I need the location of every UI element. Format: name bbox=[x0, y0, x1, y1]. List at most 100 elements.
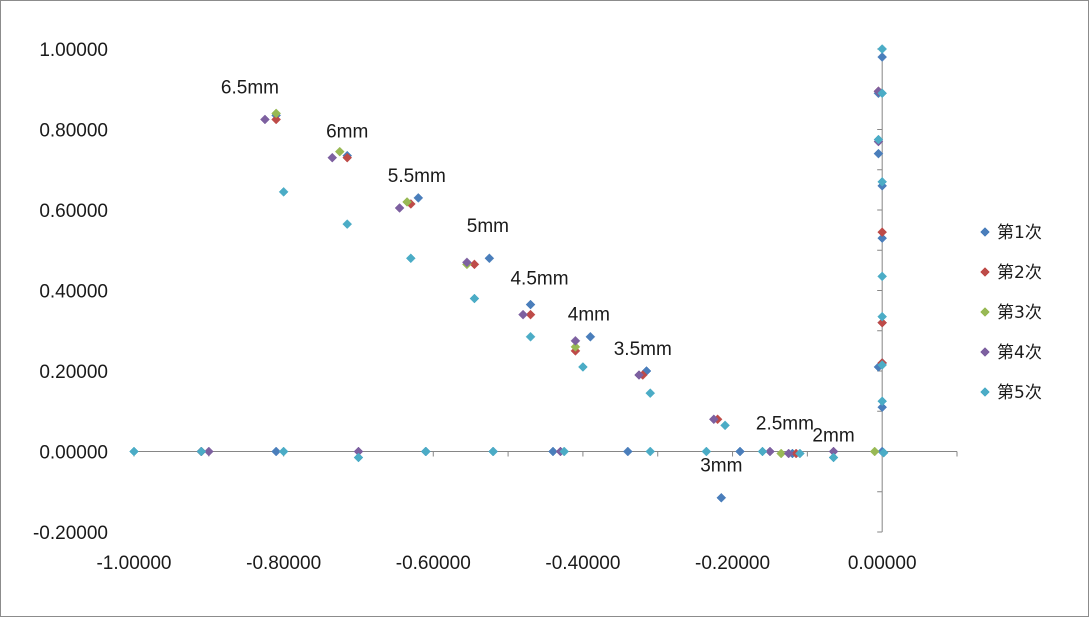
annotation-label: 3mm bbox=[700, 456, 742, 477]
data-point bbox=[645, 446, 656, 457]
data-point bbox=[353, 452, 364, 463]
data-point bbox=[203, 446, 214, 457]
data-point bbox=[413, 193, 424, 203]
data-point bbox=[634, 370, 644, 380]
y-tick-label: 0.20000 bbox=[39, 362, 108, 383]
data-point bbox=[548, 446, 558, 457]
data-point bbox=[469, 293, 480, 304]
legend-marker bbox=[980, 267, 990, 277]
tick-labels: -1.00000 -0.80000 -0.60000 -0.40000 -0.20000… bbox=[33, 40, 917, 574]
data-point bbox=[327, 152, 338, 163]
y-tick-label: -0.20000 bbox=[33, 523, 108, 544]
data-point bbox=[488, 446, 498, 457]
x-tick-label: -0.20000 bbox=[695, 553, 770, 574]
data-point bbox=[559, 446, 570, 457]
x-tick-label: 0.00000 bbox=[848, 553, 917, 574]
legend-item: 第1次 bbox=[980, 223, 1042, 243]
data-point bbox=[701, 446, 712, 457]
legend-label: 第3次 bbox=[997, 303, 1042, 323]
annotation-label: 4mm bbox=[568, 305, 610, 326]
x-tick-label: -1.00000 bbox=[96, 553, 171, 574]
data-point bbox=[735, 446, 745, 457]
data-point bbox=[469, 259, 480, 270]
legend-item: 第5次 bbox=[980, 383, 1042, 403]
data-point bbox=[877, 88, 888, 99]
data-point bbox=[878, 447, 889, 458]
x-tick-label: -0.60000 bbox=[396, 553, 471, 574]
legend-item: 第2次 bbox=[980, 263, 1042, 283]
annotation-label: 6.5mm bbox=[221, 77, 279, 98]
data-point bbox=[877, 317, 888, 328]
data-point bbox=[873, 134, 884, 145]
data-point bbox=[518, 309, 528, 320]
data-point bbox=[394, 203, 405, 213]
data-point bbox=[873, 148, 884, 159]
data-point bbox=[869, 446, 880, 457]
y-tick-label: 0.60000 bbox=[39, 201, 108, 222]
data-point bbox=[405, 253, 416, 264]
data-point bbox=[716, 492, 727, 503]
data-point bbox=[708, 414, 719, 425]
legend-marker bbox=[980, 307, 990, 317]
legend-label: 第4次 bbox=[997, 343, 1042, 363]
annotation-label: 3.5mm bbox=[614, 339, 672, 360]
data-point bbox=[720, 420, 730, 431]
data-point bbox=[585, 331, 596, 342]
y-tick-label: 0.80000 bbox=[39, 121, 108, 142]
data-point bbox=[525, 299, 536, 310]
data-point bbox=[570, 335, 581, 346]
annotation-label: 6mm bbox=[326, 122, 368, 143]
y-tick-label: 0.40000 bbox=[39, 282, 108, 303]
legend-label: 第1次 bbox=[997, 223, 1042, 243]
data-point bbox=[278, 446, 289, 457]
data-point bbox=[570, 341, 581, 352]
data-point bbox=[877, 311, 888, 322]
series-5-markers bbox=[129, 44, 889, 463]
x-tick-label: -0.40000 bbox=[545, 553, 620, 574]
data-point bbox=[877, 396, 888, 407]
data-point bbox=[420, 446, 431, 457]
data-point bbox=[525, 331, 536, 342]
annotation-label: 2.5mm bbox=[756, 413, 814, 434]
data-point bbox=[342, 152, 353, 163]
annotation-label: 5.5mm bbox=[388, 166, 446, 187]
legend-label: 第5次 bbox=[997, 383, 1042, 403]
data-point bbox=[342, 219, 353, 229]
data-point bbox=[271, 446, 282, 457]
legend-item: 第3次 bbox=[980, 303, 1042, 323]
data-point bbox=[783, 448, 794, 459]
data-point bbox=[260, 114, 270, 125]
data-point bbox=[828, 452, 839, 463]
data-point bbox=[578, 362, 588, 372]
legend-marker bbox=[980, 387, 990, 397]
data-point bbox=[877, 402, 888, 413]
data-point bbox=[757, 446, 768, 457]
data-point bbox=[129, 446, 139, 457]
series-3-markers bbox=[271, 108, 880, 459]
data-point bbox=[877, 233, 888, 244]
data-point bbox=[271, 108, 282, 119]
legend-marker bbox=[980, 227, 990, 237]
data-point bbox=[877, 52, 888, 62]
data-point bbox=[462, 257, 472, 268]
data-point bbox=[196, 446, 207, 457]
data-point bbox=[525, 309, 536, 320]
data-point bbox=[278, 187, 289, 197]
data-point bbox=[271, 114, 282, 125]
series-1-markers bbox=[129, 52, 888, 503]
data-point bbox=[765, 446, 775, 457]
annotation-label: 5mm bbox=[467, 216, 509, 237]
data-markers bbox=[129, 44, 889, 503]
annotation-label: 4.5mm bbox=[510, 268, 568, 289]
legend-label: 第2次 bbox=[997, 263, 1042, 283]
data-point bbox=[877, 227, 888, 237]
data-point bbox=[877, 44, 888, 54]
data-point bbox=[622, 446, 633, 457]
y-tick-label: 1.00000 bbox=[39, 40, 108, 61]
data-point bbox=[877, 176, 888, 187]
data-point bbox=[776, 448, 787, 459]
